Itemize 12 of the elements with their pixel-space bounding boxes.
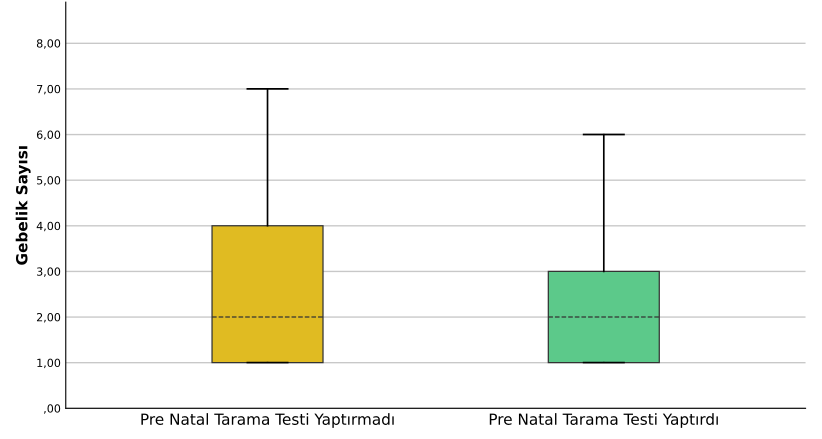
y-axis-title: Gebelik Sayısı: [16, 146, 31, 265]
y-tick-label: 5,00: [37, 176, 60, 186]
y-tick-label: 8,00: [36, 39, 60, 49]
x-tick-label: Pre Natal Tarama Testi Yaptırdı: [490, 413, 718, 428]
y-tick-label: 7,00: [37, 84, 60, 94]
y-tick-label: 3,00: [37, 267, 60, 277]
y-tick-label: 4,00: [36, 222, 60, 232]
y-tick-label: ,00: [44, 404, 60, 414]
y-tick-label: 2,00: [36, 312, 60, 323]
y-tick-label: 6,00: [36, 130, 60, 140]
y-tick-label: 1,00: [37, 358, 60, 368]
x-tick-label: Pre Natal Tarama Testi Yaptırmadı: [141, 413, 394, 428]
